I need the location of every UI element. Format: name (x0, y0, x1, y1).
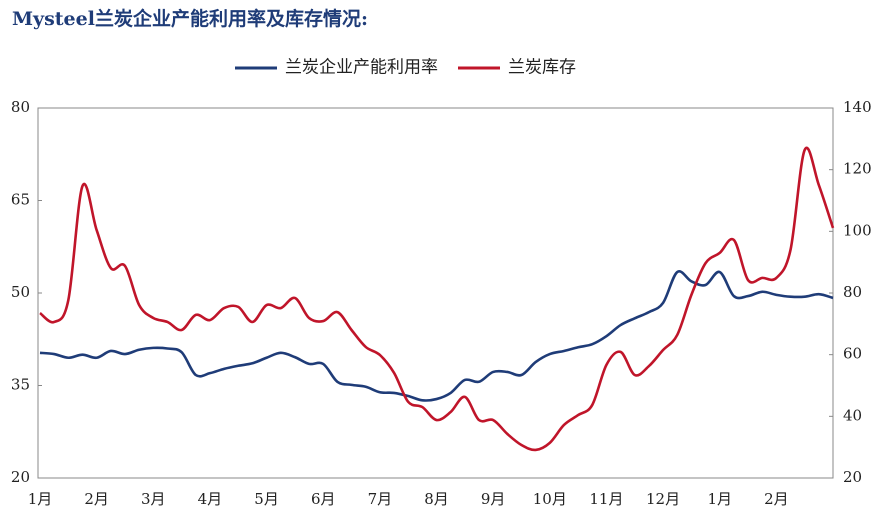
x-tick-label: 2月 (84, 490, 109, 508)
x-tick-label: 10月 (533, 490, 567, 508)
y-tick-label: 20 (11, 468, 30, 486)
y-tick-label: 65 (11, 191, 30, 209)
x-tick-label: 8月 (424, 490, 449, 508)
x-tick-label: 5月 (254, 490, 279, 508)
x-tick-label: 11月 (589, 490, 623, 508)
x-tick-label: 3月 (141, 490, 166, 508)
y2-tick-label: 20 (843, 468, 862, 486)
series-line (39, 146, 835, 452)
y2-tick-label: 120 (843, 160, 872, 178)
x-tick-label: 9月 (481, 490, 506, 508)
x-tick-label: 12月 (646, 490, 680, 508)
y2-tick-label: 80 (843, 283, 862, 301)
legend-label: 兰炭库存 (508, 58, 576, 78)
y2-tick-label: 40 (843, 406, 862, 424)
x-tick-label: 1月 (707, 490, 732, 508)
x-tick-label: 2月 (764, 490, 789, 508)
legend-label: 兰炭企业产能利用率 (285, 58, 438, 78)
y-tick-label: 80 (11, 98, 30, 116)
y-tick-label: 50 (11, 283, 30, 301)
plot-frame (37, 107, 834, 479)
y2-tick-label: 140 (843, 98, 872, 116)
series-line (39, 270, 834, 402)
chart-title: Mysteel兰炭企业产能利用率及库存情况: (12, 7, 368, 30)
x-tick-label: 1月 (28, 490, 53, 508)
x-tick-label: 4月 (198, 490, 223, 508)
x-tick-label: 7月 (368, 490, 393, 508)
y-tick-label: 35 (11, 376, 30, 394)
y2-tick-label: 60 (843, 345, 862, 363)
x-tick-label: 6月 (311, 490, 336, 508)
y2-tick-label: 100 (843, 221, 872, 239)
